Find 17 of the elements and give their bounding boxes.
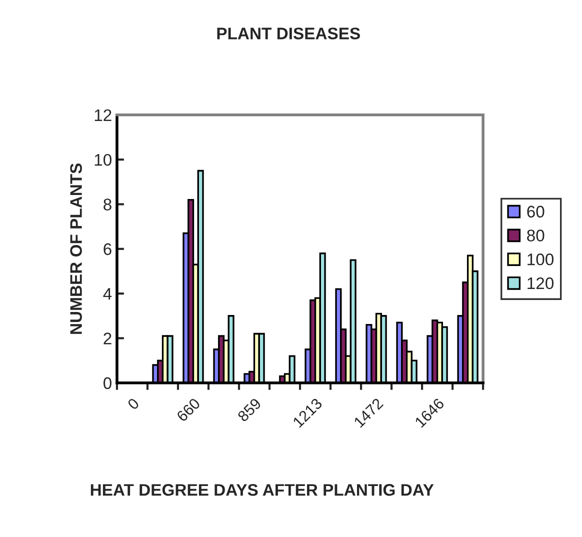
y-tick-label: 2	[104, 332, 112, 344]
legend-label: 80	[527, 230, 544, 242]
legend-label: 100	[528, 254, 554, 266]
chart-title: PLANT DISEASES	[217, 28, 360, 40]
x-tick-label: 0	[126, 397, 140, 410]
y-tick-label: 12	[94, 109, 112, 121]
x-tick-label: 859	[236, 398, 262, 422]
y-tick-label: 8	[104, 198, 112, 210]
legend-label: 60	[527, 206, 544, 218]
x-axis-title: HEAT DEGREE DAYS AFTER PLANTIG DAY	[90, 484, 434, 496]
y-tick-label: 4	[103, 288, 112, 300]
x-tick-label: 660	[176, 397, 201, 422]
legend-label: 120	[528, 277, 554, 290]
y-tick-label: 10	[94, 154, 112, 166]
y-axis-title: NUMBER OF PLANTS	[70, 163, 82, 334]
y-tick-label: 6	[104, 243, 112, 256]
y-tick-label: 0	[104, 377, 112, 390]
